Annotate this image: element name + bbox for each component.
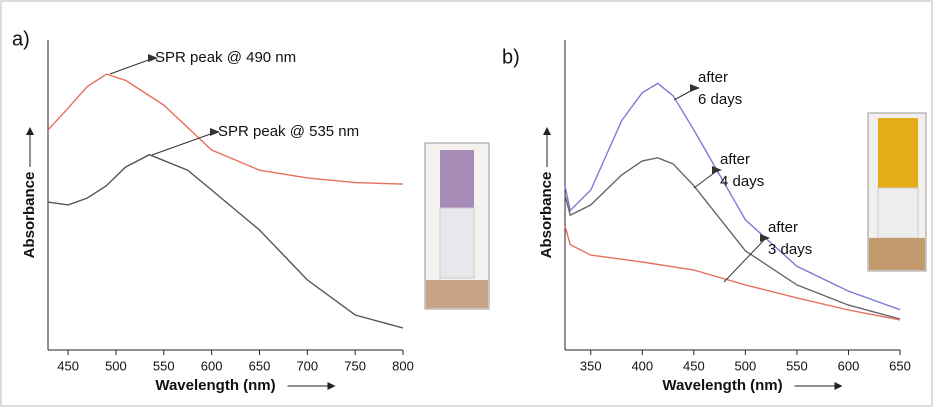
annotation-arrow [151, 131, 217, 156]
x-tick-label: 750 [344, 358, 366, 373]
x-tick-label: 450 [683, 358, 705, 373]
annotation: after [698, 69, 728, 86]
spectrum-line [564, 225, 901, 321]
y-label-arrowhead [543, 127, 551, 135]
x-tick-label: 500 [735, 358, 757, 373]
x-tick-label: 450 [57, 358, 79, 373]
annotation: 4 days [720, 173, 764, 190]
annotation-arrowhead [148, 54, 158, 62]
annotation: SPR peak @ 490 nm [155, 49, 296, 66]
x-tick-label: 400 [631, 358, 653, 373]
annotation: after [720, 151, 750, 168]
panel-label: b) [502, 46, 520, 68]
x-tick-label: 500 [105, 358, 127, 373]
annotation: 3 days [768, 241, 812, 258]
annotation-arrow [109, 57, 155, 75]
annotation-arrowhead [690, 84, 700, 92]
annotation: SPR peak @ 535 nm [218, 123, 359, 140]
x-tick-label: 350 [580, 358, 602, 373]
x-tick-label: 550 [786, 358, 808, 373]
x-tick-label: 700 [296, 358, 318, 373]
annotation: after [768, 219, 798, 236]
panel-label: a) [12, 28, 30, 50]
x-tick-label: 650 [889, 358, 911, 373]
y-axis-label: Absorbance [538, 172, 555, 259]
x-tick-label: 600 [201, 358, 223, 373]
y-label-arrowhead [26, 127, 34, 135]
cuvette-photo-b [867, 112, 927, 272]
annotation-arrowhead [210, 128, 220, 136]
spectrum-line [47, 153, 404, 329]
x-tick-label: 600 [838, 358, 860, 373]
spectrum-line [47, 73, 404, 185]
annotation-arrowhead [760, 234, 770, 242]
y-axis-label: Absorbance [21, 172, 38, 259]
x-label-arrowhead [327, 382, 336, 390]
x-axis-label: Wavelength (nm) [662, 377, 782, 394]
annotation-arrow [723, 237, 767, 283]
x-tick-label: 550 [153, 358, 175, 373]
x-tick-label: 650 [249, 358, 271, 373]
x-tick-label: 800 [392, 358, 414, 373]
spectrum-line [564, 82, 901, 311]
x-axis-label: Wavelength (nm) [155, 377, 275, 394]
spectrum-line [564, 157, 901, 320]
annotation-arrowhead [712, 166, 722, 174]
annotation: 6 days [698, 91, 742, 108]
cuvette-photo-a [424, 142, 490, 310]
x-label-arrowhead [834, 382, 843, 390]
